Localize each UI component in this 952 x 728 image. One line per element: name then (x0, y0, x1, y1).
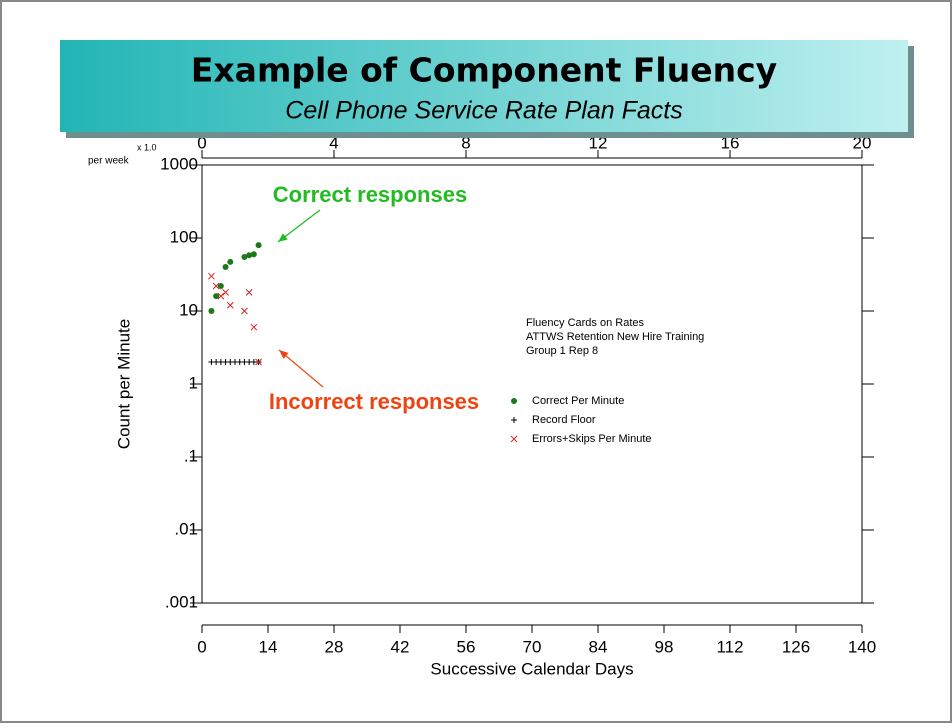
point (255, 242, 262, 249)
x-tick-label: 0 (197, 637, 206, 656)
x-tick-label: 56 (457, 637, 476, 656)
top-tick-label: 12 (589, 133, 608, 152)
top-tick-label: 4 (329, 133, 338, 152)
x-tick-label: 140 (848, 637, 876, 656)
banner (60, 40, 908, 132)
y-tick-label: 100 (170, 227, 198, 246)
point (208, 272, 215, 280)
legend-marker (510, 435, 518, 443)
point (213, 293, 220, 300)
top-axis-note: x 1.0 (137, 142, 157, 152)
legend-title: Fluency Cards on Rates (526, 317, 644, 329)
top-tick-label: 8 (461, 133, 470, 152)
point (217, 292, 225, 300)
top-tick-label: 16 (721, 133, 740, 152)
point (245, 289, 253, 296)
y-tick-label: 10 (179, 300, 198, 319)
legend-marker (511, 398, 517, 404)
x-tick-label: 126 (782, 637, 810, 656)
x-tick-label: 98 (655, 637, 674, 656)
top-tick-label: 0 (197, 133, 206, 152)
legend-label: Correct Per Minute (532, 395, 624, 407)
point (212, 282, 220, 290)
x-tick-label: 28 (325, 637, 344, 656)
annotation-arrow (278, 349, 324, 388)
x-tick-label: 112 (716, 637, 743, 656)
point (208, 308, 215, 314)
x-tick-label: 84 (589, 637, 608, 656)
top-tick-label: 20 (853, 133, 872, 152)
y-tick-label: .1 (184, 446, 198, 465)
point (246, 252, 253, 259)
y-tick-label: 1 (189, 373, 198, 392)
legend-label: Errors+Skips Per Minute (532, 433, 652, 445)
subtitle: Cell Phone Service Rate Plan Facts (285, 97, 682, 125)
legend-title: ATTWS Retention New Hire Training (526, 331, 704, 343)
point (227, 258, 234, 265)
point (241, 307, 248, 315)
annotation: Incorrect responses (269, 389, 479, 414)
top-axis-label: per week (88, 156, 130, 167)
legend-marker (511, 417, 517, 423)
point (255, 358, 262, 366)
x-tick-label: 42 (391, 637, 410, 656)
title: Example of Component Fluency (191, 51, 777, 90)
x-tick-label: 14 (259, 637, 278, 656)
point (222, 264, 229, 271)
y-tick-label: .001 (165, 592, 198, 611)
point (222, 289, 229, 296)
x-axis-title: Successive Calendar Days (430, 659, 633, 678)
annotation-arrowhead (278, 233, 288, 242)
annotation: Correct responses (273, 182, 467, 207)
y-axis-title: Count per Minute (114, 319, 133, 449)
point (250, 251, 257, 258)
y-tick-label: 1000 (160, 154, 198, 173)
legend-label: Record Floor (532, 414, 596, 426)
y-tick-label: .01 (174, 519, 198, 538)
x-tick-label: 70 (523, 637, 542, 656)
point (217, 283, 224, 290)
legend-title: Group 1 Rep 8 (526, 345, 598, 357)
point (250, 323, 258, 331)
point (226, 301, 234, 309)
annotation-arrowhead (279, 350, 289, 359)
point (241, 253, 248, 260)
